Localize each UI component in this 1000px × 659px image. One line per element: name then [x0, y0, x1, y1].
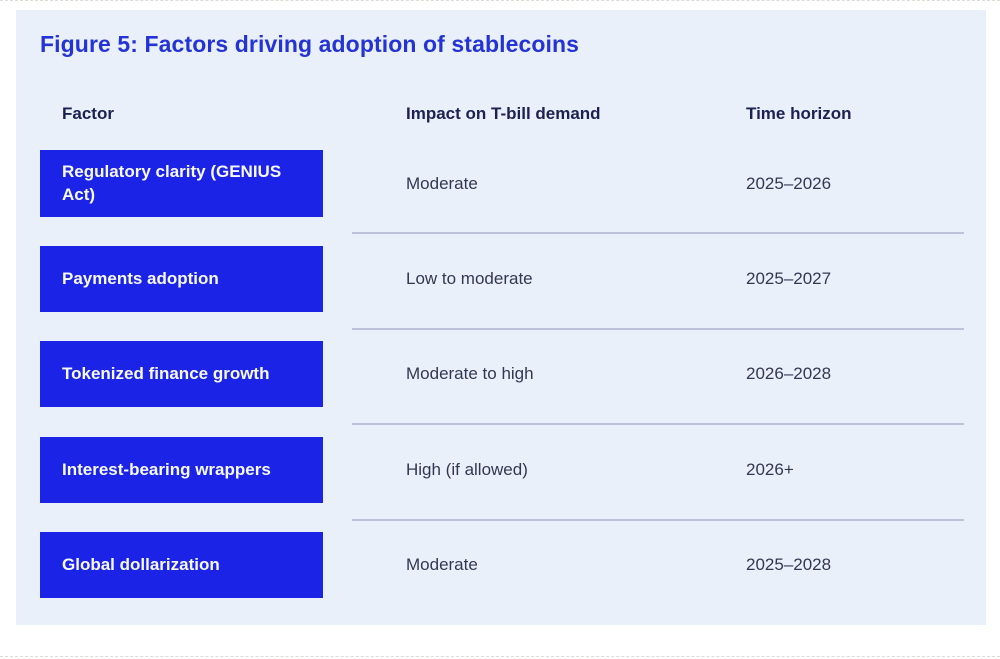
- row-divider: [352, 519, 964, 521]
- page-top-edge-line: [0, 0, 1000, 1]
- factor-label: Interest-bearing wrappers: [62, 459, 271, 479]
- factor-box-global-dollarization: Global dollarization: [40, 532, 323, 598]
- impact-value: Low to moderate: [406, 269, 533, 288]
- impact-value: High (if allowed): [406, 460, 528, 479]
- factor-label: Global dollarization: [62, 554, 220, 574]
- row-divider: [352, 423, 964, 425]
- column-header-time-horizon: Time horizon: [746, 104, 852, 123]
- time-horizon-value: 2026+: [746, 460, 794, 479]
- impact-value: Moderate: [406, 173, 478, 193]
- factor-box-interest-bearing-wrappers: Interest-bearing wrappers: [40, 437, 323, 503]
- impact-value: Moderate to high: [406, 364, 534, 383]
- row-divider: [352, 232, 964, 234]
- factor-label: Payments adoption: [62, 268, 219, 288]
- factor-box-tokenized-finance-growth: Tokenized finance growth: [40, 341, 323, 407]
- column-header-factor: Factor: [62, 104, 114, 123]
- factor-label: Tokenized finance growth: [62, 363, 270, 383]
- time-horizon-value: 2025–2027: [746, 269, 832, 288]
- figure-title: Figure 5: Factors driving adoption of st…: [40, 31, 580, 57]
- factor-box-payments-adoption: Payments adoption: [40, 246, 323, 312]
- time-horizon-value: 2026–2028: [746, 364, 832, 383]
- factor-label: Regulatory clarity (GENIUS Act): [62, 162, 282, 204]
- row-divider: [352, 328, 964, 330]
- figure-panel: Figure 5: Factors driving adoption of st…: [16, 10, 986, 625]
- impact-value: Moderate: [406, 555, 478, 574]
- time-horizon-value: 2025–2026: [746, 173, 832, 193]
- factor-box-regulatory-clarity: Regulatory clarity (GENIUS Act): [40, 150, 323, 217]
- page-bottom-edge-line: [0, 656, 1000, 657]
- time-horizon-value: 2025–2028: [746, 555, 832, 574]
- column-header-impact: Impact on T-bill demand: [406, 104, 601, 123]
